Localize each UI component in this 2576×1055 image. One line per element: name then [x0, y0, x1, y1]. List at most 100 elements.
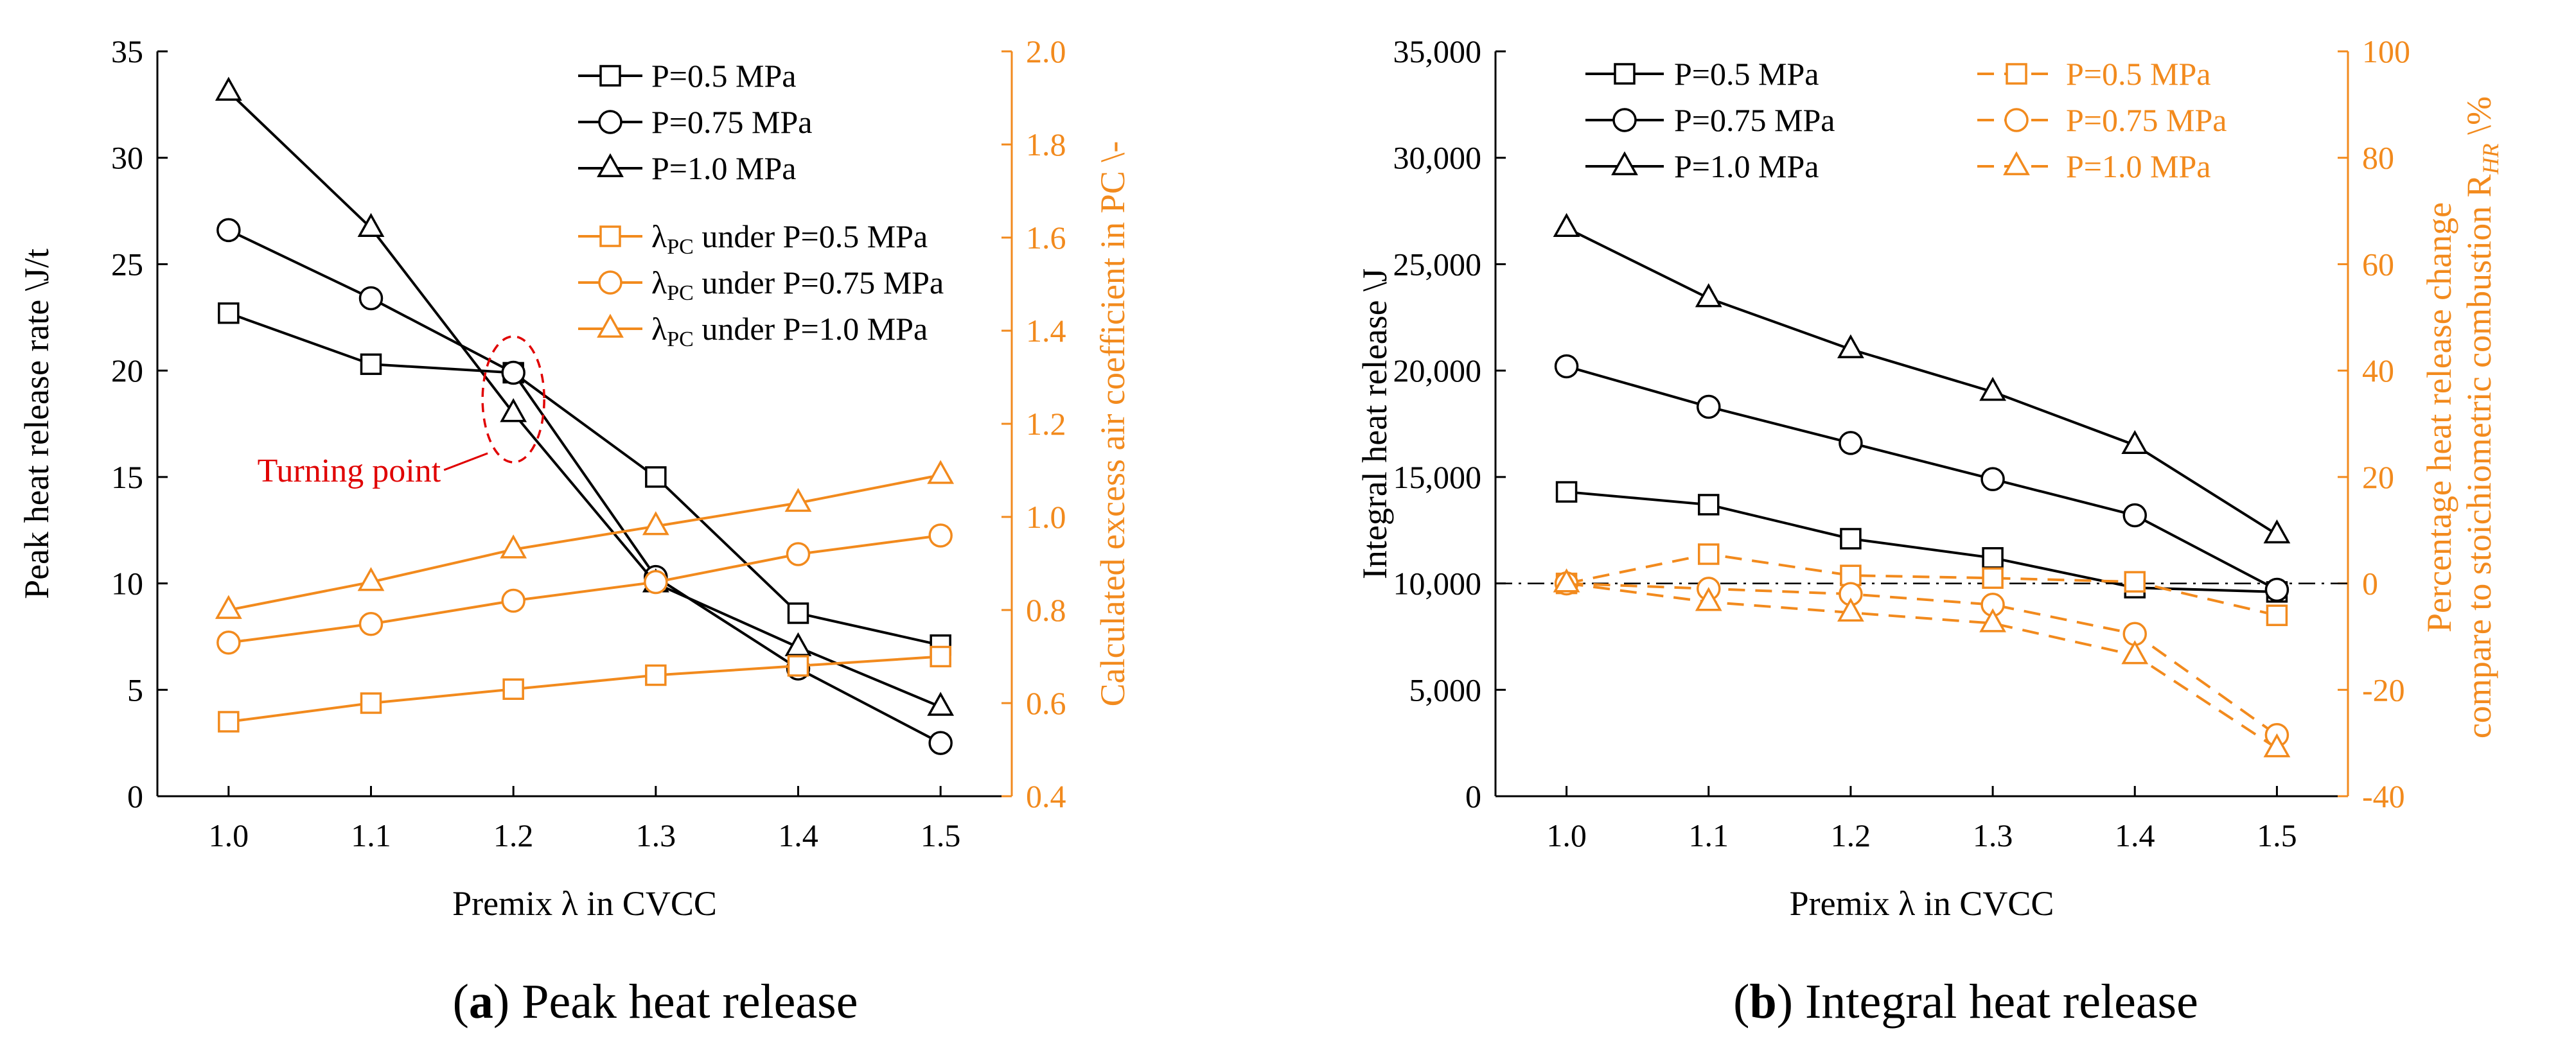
- y2-tick-label: 2.0: [1026, 33, 1066, 69]
- data-point: [2124, 571, 2146, 593]
- y2-tick-label: 1.2: [1026, 406, 1066, 442]
- data-point: [215, 595, 242, 619]
- y2-tick-label: 0: [2362, 566, 2378, 602]
- x-tick-label: 1.1: [351, 817, 391, 853]
- series-line: [228, 534, 941, 644]
- data-point: [357, 213, 385, 237]
- legend-marker: [599, 65, 621, 87]
- legend-label: P=1.0 MPa: [651, 150, 796, 186]
- data-point: [2263, 519, 2291, 544]
- y2-tick-label: 40: [2362, 353, 2394, 388]
- data-point: [500, 534, 527, 559]
- data-point: [216, 631, 241, 655]
- legend-label: P=1.0 MPa: [1674, 148, 1819, 184]
- data-point: [501, 588, 525, 613]
- y2-tick-label: -20: [2362, 672, 2405, 708]
- turning-point-label: Turning point: [258, 453, 441, 489]
- y-tick-label: 10,000: [1393, 566, 1482, 602]
- series-line: [1566, 582, 2278, 737]
- series-line: [227, 91, 941, 708]
- data-point: [1697, 394, 1721, 419]
- data-point: [1553, 568, 1580, 593]
- caption-a-text: Peak heat release: [522, 975, 858, 1029]
- y2-tick-label: 100: [2362, 33, 2410, 69]
- series-6: [215, 460, 955, 619]
- data-point: [218, 711, 240, 733]
- x-tick-label: 1.0: [209, 817, 249, 853]
- legend-label: P=1.0 MPa: [2066, 148, 2210, 184]
- data-point: [1554, 354, 1579, 379]
- data-point: [1979, 376, 2006, 401]
- data-point: [1553, 213, 1580, 237]
- caption-b-text: Integral heat release: [1805, 975, 2198, 1029]
- data-point: [1698, 543, 1720, 565]
- data-point: [787, 602, 809, 624]
- series-3: [215, 76, 955, 716]
- data-point: [784, 487, 812, 512]
- y-tick-label: 0: [127, 778, 143, 814]
- legend-marker: [598, 270, 622, 295]
- data-point: [1979, 608, 2006, 632]
- data-point: [1555, 481, 1578, 503]
- y-tick-label: 25,000: [1393, 246, 1482, 282]
- data-point: [501, 360, 525, 385]
- data-point: [1698, 494, 1720, 516]
- chart-a: 0 5 10 15 20 25 30 35 0.4 0.6 0.8 1.0 1.2 1.4 1.6 1.8 2.…: [17, 33, 1132, 923]
- data-point: [358, 286, 384, 311]
- y2-axis-title-line1: Percentage heat release change: [2420, 202, 2458, 632]
- chart-b: 0 5,000 10,000 15,000 20,000 25,000 30,000 35,0…: [1355, 33, 2503, 923]
- legend-marker: [597, 313, 624, 338]
- data-point: [1982, 567, 2004, 589]
- y-tick-label: 20: [111, 353, 143, 388]
- data-point: [1695, 587, 1722, 611]
- series-6: [1553, 568, 2291, 758]
- turning-point-ellipse: [481, 335, 545, 464]
- y2-tick-label: 80: [2362, 140, 2394, 176]
- data-point: [928, 731, 953, 755]
- data-point: [2264, 577, 2289, 602]
- legend-label: λPC under P=0.5 MPa: [651, 218, 928, 259]
- y2-axis-title-sub: HR: [2478, 143, 2503, 175]
- legend-label: λPC under P=0.75 MPa: [651, 265, 944, 305]
- y2-axis-title-line2: compare to stoichiometric combustion RHR…: [2460, 96, 2503, 738]
- legend-label: P=0.5 MPa: [1674, 56, 1819, 92]
- legend-tail: under P=0.75 MPa: [694, 265, 944, 301]
- y2-axis-title-main: compare to stoichiometric combustion R: [2460, 174, 2498, 738]
- caption-a: (a) Peak heat release: [453, 975, 858, 1029]
- series-3: [1553, 213, 2291, 544]
- series-line: [227, 229, 942, 744]
- turning-point-leader: [443, 452, 488, 471]
- data-point: [2122, 503, 2147, 528]
- y-tick-label: 35,000: [1393, 33, 1482, 69]
- legend-symbol: λ: [651, 265, 667, 301]
- legend-label: λPC under P=1.0 MPa: [651, 311, 928, 351]
- series-line: [228, 655, 941, 723]
- y-tick-label: 10: [111, 566, 143, 602]
- legend-marker: [1614, 63, 1636, 85]
- y-tick-label: 5: [127, 672, 143, 708]
- legend-marker: [1611, 151, 1638, 175]
- data-point: [1839, 431, 1863, 455]
- legend-sub: PC: [667, 327, 694, 351]
- y2-tick-label: 1.4: [1026, 313, 1066, 349]
- data-point: [642, 511, 669, 536]
- data-point: [2121, 640, 2149, 665]
- legend-marker: [1612, 108, 1637, 132]
- legend-marker: [2004, 108, 2029, 132]
- legend-marker: [598, 110, 622, 134]
- series-4: [218, 645, 951, 733]
- y2-tick-label: 1.0: [1026, 499, 1066, 535]
- legend-label: P=0.75 MPa: [2066, 102, 2227, 138]
- x-tick-label: 1.0: [1546, 817, 1587, 853]
- legend-symbol: λ: [651, 218, 667, 254]
- x-tick-label: 1.4: [2115, 817, 2155, 853]
- data-point: [358, 612, 384, 636]
- legend-label: P=0.75 MPa: [1674, 102, 1835, 138]
- data-point: [784, 632, 812, 656]
- data-point: [1837, 597, 1864, 622]
- series-line: [228, 473, 941, 611]
- x-tick-label: 1.2: [493, 817, 534, 853]
- x-tick-label: 1.1: [1689, 817, 1729, 853]
- data-point: [2266, 604, 2288, 627]
- series-4: [1555, 543, 2288, 627]
